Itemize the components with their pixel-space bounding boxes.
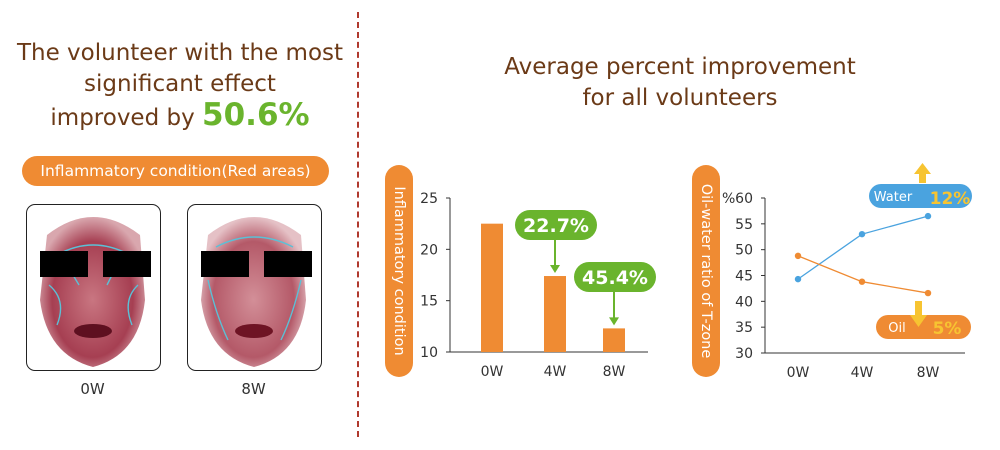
oil-change-value: 5%	[933, 319, 962, 339]
oil-badge-label: Oil	[888, 321, 905, 336]
bar-annotation-badge	[515, 210, 597, 240]
bar-y-tick-label: 25	[420, 191, 438, 207]
bar-y-tick-label: 15	[420, 294, 438, 310]
bar-annotation-badge	[574, 262, 656, 292]
line-y-tick-label: 55	[735, 217, 753, 233]
bar-annotation-arrowhead	[609, 317, 619, 326]
face-photo-8w	[187, 204, 322, 371]
volunteer-title-line2: significant effect	[84, 71, 276, 97]
oil-badge	[876, 315, 971, 339]
bar-annotation-arrowhead	[550, 265, 560, 274]
water-up-arrow-icon	[914, 163, 931, 183]
line-x-tick-label: 0W	[787, 365, 810, 381]
line-y-tick-label: 35	[735, 320, 753, 336]
series-point-water	[858, 230, 866, 238]
line-y-tick-label: 40	[735, 294, 753, 310]
series-point-oil	[794, 252, 802, 260]
average-title-line1: Average percent improvement	[504, 54, 856, 80]
face-photo-0w	[26, 204, 161, 371]
line-y-tick-label: 50	[735, 243, 753, 259]
series-point-water	[794, 275, 802, 283]
average-improvement-title: Average percent improvement for all volu…	[420, 52, 940, 114]
bar-x-tick-label: 4W	[544, 364, 567, 380]
bar-x-tick-label: 8W	[603, 364, 626, 380]
line-chart-ylabel-pill: Oil-water ratio of T-zone	[692, 165, 720, 377]
bar-y-tick-label: 10	[420, 345, 438, 361]
series-point-oil	[858, 278, 866, 285]
bar-0w	[481, 223, 503, 352]
face-8w-image	[201, 217, 312, 367]
face-0w-image	[40, 217, 151, 367]
average-title-line2: for all volunteers	[582, 85, 778, 111]
line-x-tick-label: 4W	[851, 365, 874, 381]
volunteer-title: The volunteer with the most significant …	[10, 38, 350, 134]
bar-y-tick-label: 20	[420, 242, 438, 258]
line-y-tick-label: 30	[735, 346, 753, 362]
improved-by-text: improved by	[50, 105, 203, 131]
oil-down-arrow-icon	[910, 301, 927, 327]
line-x-tick-label: 8W	[917, 365, 940, 381]
bar-annotation-label: 22.7%	[523, 215, 589, 237]
series-point-water	[924, 212, 932, 220]
water-change-value: 12%	[930, 189, 971, 209]
volunteer-title-line1: The volunteer with the most	[16, 40, 344, 66]
inflammatory-condition-pill: Inflammatory condition(Red areas)	[22, 156, 329, 186]
line-y-tick-label: 45	[735, 269, 753, 285]
bar-x-tick-label: 0W	[481, 364, 504, 380]
line-y-unit: %	[722, 191, 735, 207]
water-badge-label: Water	[874, 190, 913, 205]
max-improvement-value: 50.6%	[202, 97, 310, 133]
volunteer-title-line3: improved by 50.6%	[10, 100, 350, 134]
bar-chart-ylabel-pill: Inflammatory condition	[385, 165, 413, 377]
photo-label-0w: 0W	[80, 380, 105, 398]
series-line-water	[797, 215, 929, 280]
series-line-oil	[797, 255, 929, 294]
line-y-tick-label: 60	[735, 191, 753, 207]
series-point-oil	[924, 289, 932, 297]
section-divider	[357, 12, 359, 437]
bar-8w	[603, 328, 625, 352]
bar-4w	[544, 276, 566, 352]
bar-annotation-label: 45.4%	[582, 267, 648, 289]
photo-label-8w: 8W	[241, 380, 266, 398]
water-badge	[869, 184, 972, 208]
